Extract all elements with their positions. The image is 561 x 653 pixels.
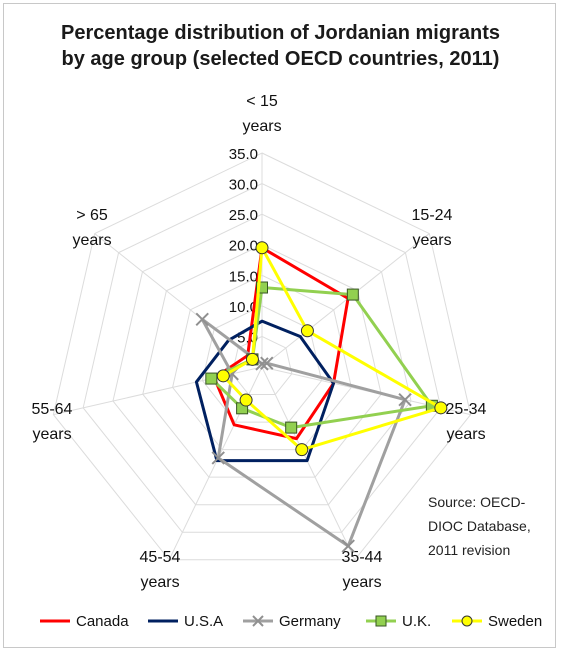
legend-label-sweden: Sweden [488, 612, 543, 630]
axis-label-0: < 15 [246, 93, 278, 110]
data-point-germany [398, 392, 412, 407]
data-point-sweden [239, 393, 253, 407]
data-point-germany [260, 356, 274, 370]
legend-swatch-sweden [452, 615, 482, 627]
series-line-germany [200, 317, 407, 548]
chart-frame [3, 3, 556, 648]
series-line-usa [194, 319, 336, 463]
axis-label-6: years [72, 232, 111, 249]
data-point-sweden [216, 369, 230, 383]
series-line-canada [212, 246, 350, 441]
legend-swatch-usa [148, 619, 178, 623]
data-point-germany [195, 312, 209, 327]
grid-ring [82, 183, 442, 533]
grid-ring [231, 335, 293, 396]
radial-tick-label: 35.0 [229, 146, 258, 163]
legend-label-uk: U.K. [402, 612, 432, 630]
legend-swatch-germany [243, 615, 273, 627]
axis-label-3: years [342, 574, 381, 591]
axis-label-6: > 65 [76, 207, 108, 224]
legend-swatch-uk [366, 615, 396, 627]
legend-label-usa: U.S.A [184, 612, 224, 630]
source-line-1: Source: OECD- [428, 494, 526, 510]
data-point-uk [346, 288, 359, 301]
data-point-uk [256, 281, 268, 294]
axis-label-2: 25-34 [446, 401, 487, 418]
grid-ring [112, 213, 412, 506]
data-point-sweden [434, 401, 448, 415]
legend-item-germany: Germany [241, 606, 341, 636]
axis-label-5: 55-64 [32, 401, 73, 418]
radial-tick-label: 15.0 [229, 268, 258, 285]
data-point-sweden [295, 443, 309, 457]
axis-label-2: years [446, 426, 485, 443]
legend-label-canada: Canada [76, 612, 129, 630]
legend-item-canada: Canada [38, 606, 129, 636]
legend-swatch-canada [40, 619, 70, 623]
data-point-germany [211, 451, 225, 465]
grid-spoke [261, 233, 430, 368]
chart-title-line-1: Percentage distribution of Jordanian mig… [61, 22, 500, 44]
source-line-3: 2011 revision [428, 542, 511, 558]
axis-label-4: years [140, 574, 179, 591]
radial-tick-label: 25.0 [229, 207, 258, 224]
grid-spoke [261, 366, 356, 561]
source-line-2: DIOC Database, [428, 518, 531, 534]
chart-title: Percentage distribution of Jordanian mig… [0, 20, 561, 72]
radial-tick-label: 20.0 [229, 238, 258, 255]
radial-tick-label: 30.0 [229, 177, 258, 194]
data-point-sweden [245, 352, 259, 366]
axis-label-4: 45-54 [140, 549, 181, 566]
grid-ring [52, 152, 472, 561]
legend-item-sweden: Sweden [450, 606, 542, 636]
legend-item-uk: U.K. [364, 606, 431, 636]
data-point-uk [205, 372, 218, 385]
legend-label-germany: Germany [279, 612, 341, 630]
axis-label-5: years [32, 426, 71, 443]
legend-item-usa: U.S.A [146, 606, 223, 636]
axis-label-1: 15-24 [412, 207, 453, 224]
chart-title-line-2: by age group (selected OECD countries, 2… [61, 48, 500, 70]
radar-chart: 5.010.015.020.025.030.035.0< 15years15-2… [32, 93, 487, 591]
grid-ring [172, 274, 352, 451]
data-point-germany [341, 539, 355, 553]
axis-label-1: years [412, 232, 451, 249]
data-point-sweden [300, 324, 314, 338]
data-point-uk [285, 421, 298, 434]
source-note: Source: OECD- DIOC Database, 2011 revisi… [428, 490, 531, 562]
axis-label-3: 35-44 [342, 549, 383, 566]
radial-tick-label: 10.0 [229, 299, 258, 316]
chart-legend: Canada U.S.A Germany U.K. Sweden [38, 606, 553, 636]
data-point-sweden [255, 241, 269, 255]
axis-label-0: years [242, 118, 281, 135]
